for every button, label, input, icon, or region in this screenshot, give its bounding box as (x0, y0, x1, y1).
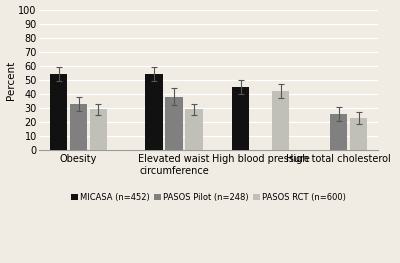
Bar (330, 114, 348, 150)
Bar (185, 109, 202, 150)
Bar (145, 74, 163, 150)
Bar (272, 91, 289, 150)
Legend: MICASA (n=452), PASOS Pilot (n=248), PASOS RCT (n=600): MICASA (n=452), PASOS Pilot (n=248), PAS… (68, 190, 350, 205)
Bar (70, 104, 87, 150)
Bar (165, 97, 183, 150)
Bar (350, 118, 368, 150)
Bar (50, 74, 67, 150)
Bar (90, 109, 107, 150)
Bar (232, 87, 250, 150)
Y-axis label: Percent: Percent (6, 60, 16, 99)
